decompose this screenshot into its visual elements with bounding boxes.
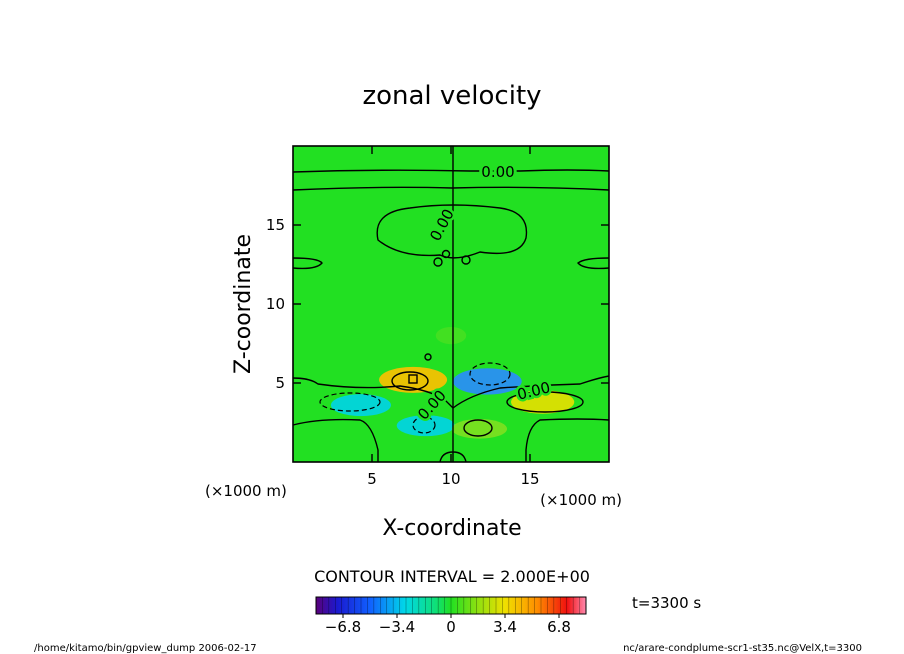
contour-pos-low: [463, 419, 493, 437]
time-label: t=3300 s: [632, 594, 701, 612]
field-blob-6: [435, 327, 467, 345]
contour-lower-band: [292, 375, 610, 409]
colorbar-tick-label-0: −6.8: [325, 618, 361, 636]
contour-pos-right: [506, 391, 584, 413]
y-ticks: 5 10 15: [266, 216, 609, 392]
footer-right: nc/arare-condplume-scr1-st35.nc@VelX,t=3…: [623, 643, 862, 654]
x-axis-label: X-coordinate: [382, 516, 521, 541]
x-tick-label-1: 10: [441, 470, 460, 488]
y-tick-label-0: 5: [275, 374, 285, 392]
plot-background: [293, 146, 609, 462]
footer-left: /home/kitamo/bin/gpview_dump 2006-02-17: [34, 643, 257, 654]
contour-top-band-2: [292, 186, 610, 191]
contour-neg-low: [412, 416, 436, 434]
field-blob-3: [330, 394, 391, 417]
contour-ring-1: [433, 257, 443, 267]
contour-bottom-band: [292, 418, 379, 462]
x-ticks: 5 10 15: [367, 146, 540, 488]
field-blob-2: [452, 368, 522, 395]
y-tick-label-2: 15: [266, 216, 285, 234]
contour-pos-core: [408, 374, 418, 384]
contour-ring-4: [424, 353, 432, 361]
contour-lines: [292, 146, 610, 463]
colorbar-tick-label-4: 6.8: [547, 618, 571, 636]
field-blob-4: [396, 415, 455, 437]
colorbar-bins: [322, 597, 580, 614]
contour-top-band-1: [292, 169, 610, 173]
x-unit-label: (×1000 m): [540, 491, 622, 509]
chart-title: zonal velocity: [362, 81, 541, 111]
y-tick-label-1: 10: [266, 295, 285, 313]
y-unit-label: (×1000 m): [205, 482, 287, 500]
contour-ring-2: [461, 255, 471, 265]
field-blob-1: [511, 390, 575, 414]
contour-neg-left: [319, 392, 381, 412]
contour-interval: CONTOUR INTERVAL = 2.000E+00: [314, 567, 590, 586]
contour-left-notch: [292, 257, 323, 270]
contour-bottom-arc: [439, 451, 467, 463]
y-axis-label: Z-coordinate: [231, 234, 256, 374]
colorbar-tick-label-2: 0: [446, 618, 456, 636]
contour-lines-negative: [319, 362, 511, 434]
contour-right-notch: [577, 257, 610, 270]
colorbar-tick-label-3: 3.4: [493, 618, 517, 636]
x-tick-label-0: 5: [367, 470, 377, 488]
contour-label-top: 0.00: [481, 163, 514, 181]
colorbar: −6.8 −3.4 0 3.4 6.8: [315, 596, 587, 636]
colorbar-tick-label-1: −3.4: [379, 618, 415, 636]
colorbar-ticks: −6.8 −3.4 0 3.4 6.8: [325, 614, 571, 636]
contour-ring-3: [441, 249, 451, 259]
contour-upper-lobe: [376, 204, 528, 259]
contour-pos-left: [391, 371, 429, 391]
contour-neg-center: [469, 362, 511, 386]
contour-bottom-right-band: [525, 418, 610, 462]
x-tick-label-2: 15: [520, 470, 539, 488]
